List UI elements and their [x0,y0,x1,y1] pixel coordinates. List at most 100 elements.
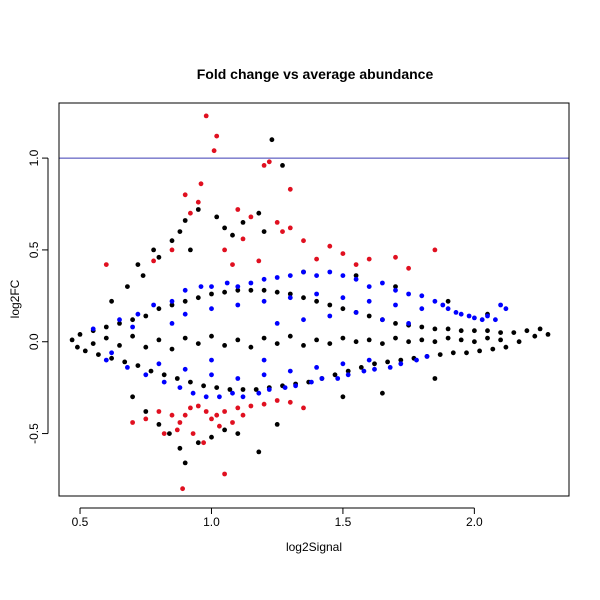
data-point-black [261,287,267,293]
data-point-black [253,387,259,392]
data-point-blue [235,284,241,289]
data-point-black [230,232,235,238]
chart-title: Fold change vs average abundance [197,66,434,82]
data-point-black [450,350,456,356]
data-point-blue [169,298,175,304]
data-point-blue [466,313,472,319]
data-point-blue [287,273,293,278]
data-point-blue [117,317,122,323]
data-point-red [190,431,196,436]
data-point-blue [319,376,325,381]
data-point-red [222,247,228,253]
data-point-blue [182,287,188,293]
data-point-blue [453,310,459,315]
data-point-blue [419,306,425,312]
data-point-blue [458,311,464,317]
data-point-black [235,431,241,436]
data-point-blue [261,276,267,282]
data-point-red [353,262,359,267]
data-point-black [498,330,503,335]
data-point-blue [135,311,141,317]
data-point-black [169,346,175,352]
data-point-black [537,326,543,332]
data-point-black [458,328,464,334]
data-point-red [169,412,175,418]
data-point-blue [103,357,109,363]
data-point-blue [485,313,490,319]
data-point-blue [366,284,372,289]
data-point-red [432,247,438,253]
data-point-black [148,368,154,374]
data-point-black [235,337,241,343]
data-point-blue [327,269,333,275]
data-point-blue [198,284,204,289]
data-point-black [524,328,530,334]
data-point-blue [353,276,359,282]
x-tick-label: 1.0 [203,515,220,529]
data-point-black [358,365,364,370]
data-point-black [169,238,175,244]
data-point-blue [445,306,451,312]
data-point-blue [372,366,377,372]
data-point-black [188,379,193,385]
data-point-blue [309,379,314,385]
data-point-black [256,449,262,455]
data-point-red [266,159,272,165]
data-point-red [393,254,398,260]
data-point-black [340,335,346,341]
data-point-red [151,258,157,264]
data-point-blue [393,287,398,293]
data-point-blue [261,298,267,304]
data-point-black [77,332,83,337]
data-point-red [217,423,222,429]
data-point-black [314,298,319,304]
data-point-red [235,207,241,212]
data-point-black [222,427,228,433]
data-point-black [209,291,214,297]
data-point-black [393,321,398,326]
data-point-red [188,405,193,411]
data-point-blue [182,311,188,317]
data-point-black [156,422,162,427]
data-point-black [516,339,522,345]
data-point-blue [287,295,293,301]
data-point-black [340,306,346,312]
data-point-black [419,324,425,330]
data-point-red [301,238,306,244]
data-point-blue [203,394,209,400]
data-point-black [464,350,469,356]
data-point-black [117,343,122,348]
plot-frame [58,102,570,497]
data-point-blue [209,357,214,363]
data-point-blue [182,366,188,372]
data-point-black [195,440,201,446]
data-point-black [201,383,207,389]
data-point-black [182,298,188,304]
data-point-black [406,339,411,345]
data-point-black [174,376,180,381]
data-point-blue [90,326,96,332]
data-point-blue [335,376,341,381]
data-point-black [393,335,398,341]
data-point-black [109,298,114,304]
data-point-red [274,398,280,403]
data-point-black [143,344,149,350]
data-point-red [301,405,306,411]
data-point-black [280,163,285,168]
data-point-blue [161,379,167,385]
data-point-black [287,333,293,339]
data-point-black [235,287,241,293]
data-point-red [195,403,201,409]
data-point-blue [398,361,404,367]
data-point-blue [109,350,114,356]
data-point-blue [406,321,411,326]
data-point-blue [209,372,214,378]
data-point-black [109,355,114,361]
data-point-black [122,359,128,365]
y-tick-label: 1.0 [27,149,41,166]
data-point-black [130,317,136,323]
data-point-black [385,359,390,365]
data-point-black [140,273,146,278]
data-point-black [143,313,149,319]
data-point-red [161,431,167,436]
